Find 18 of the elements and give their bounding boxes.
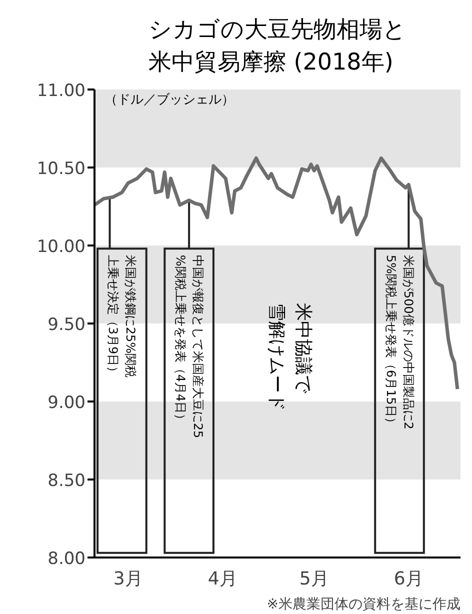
y-tick-label: 9.50: [48, 315, 86, 335]
x-tick-label: 6月: [394, 568, 424, 590]
y-tick-label: 11.00: [36, 81, 86, 101]
x-tick-label: 3月: [113, 568, 143, 590]
y-tick-label: 10.00: [36, 237, 86, 257]
annotation: 中国が報復として米国産大豆に25%関税上乗せを発表（4月4日）: [173, 254, 205, 438]
y-axis-title: （ドル／ブッシェル）: [104, 92, 234, 108]
y-tick-label: 10.50: [36, 159, 86, 179]
text: ※米農業団体の資料を基に作成: [266, 596, 461, 612]
x-tick-label: 5月: [299, 568, 329, 590]
y-tick-label: 8.50: [48, 471, 86, 491]
y-tick-label: 8.00: [48, 549, 86, 569]
annotation: 米国が500億ドルの中国製品に25%関税上乗せ発表（6月15日）: [384, 254, 416, 430]
x-tick-label: 4月: [208, 568, 238, 590]
annotation: 米国が鉄鋼に25%関税上乗せ決定（3月9日）: [106, 254, 138, 378]
y-tick-label: 9.00: [48, 393, 86, 413]
annotation: 米中協議で雪解けムード: [266, 303, 314, 412]
chart-title: シカゴの大豆先物相場と米中貿易摩擦 (2018年): [148, 17, 406, 76]
